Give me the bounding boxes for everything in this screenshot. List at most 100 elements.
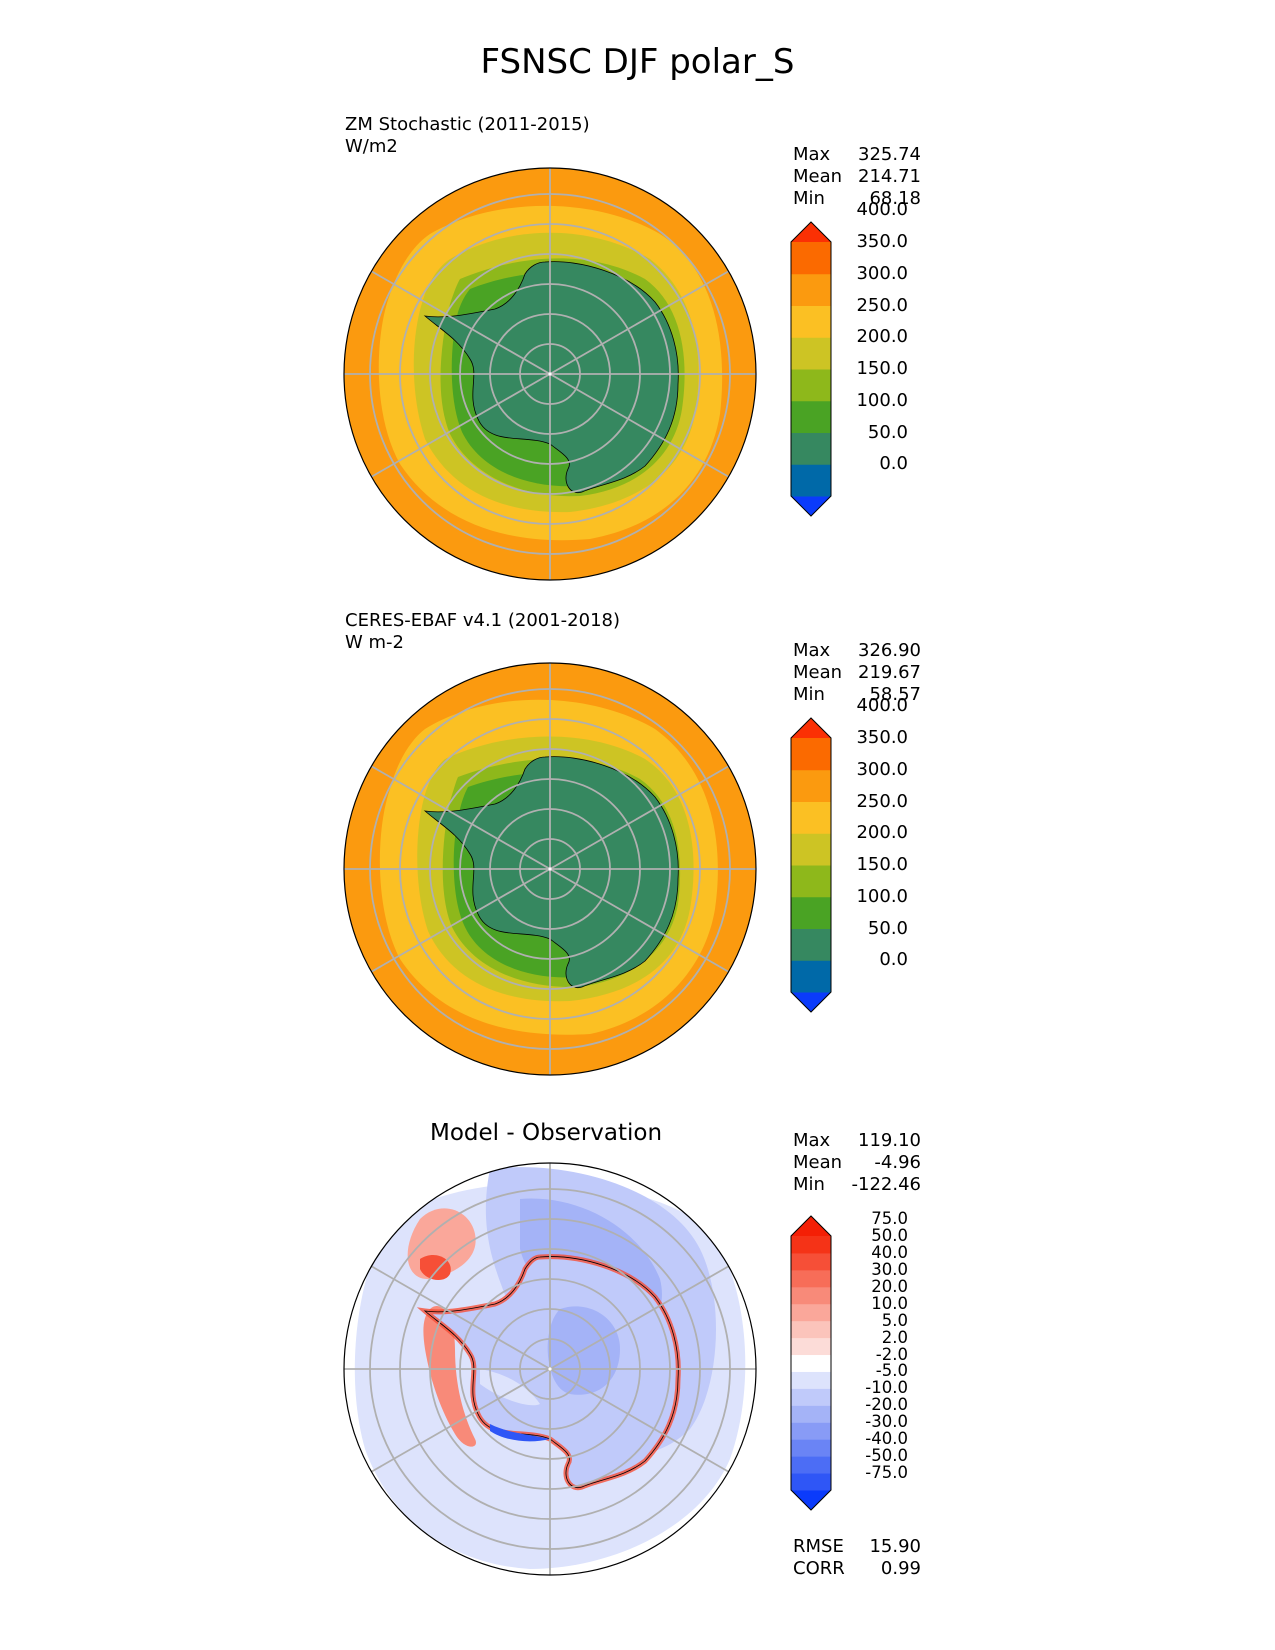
- colorbar-swatch: [791, 960, 831, 993]
- colorbar: 75.0 50.0 40.0 30.0 20.0 10.0 5.0 2.0 -2.0 -5.0 -1…: [790, 1209, 950, 1514]
- polar-map-difference: [343, 1162, 757, 1576]
- polar-map-model: [343, 167, 757, 581]
- colorbar-tick-label: 50.0: [871, 1226, 908, 1245]
- colorbar-tick-label: 10.0: [871, 1293, 908, 1313]
- colorbar-swatch: [791, 1269, 831, 1288]
- colorbar-swatch: [791, 273, 831, 306]
- stat-mean-value: 219.67: [858, 662, 921, 683]
- colorbar-tick-label: 75.0: [871, 1209, 908, 1229]
- panel-observation: CERES-EBAF v4.1 (2001-2018) W m-2 Max 326…: [0, 606, 1275, 1101]
- colorbar-swatch: [791, 1388, 831, 1406]
- colorbar-swatch: [791, 1286, 831, 1305]
- stat-mean-value: -4.96: [874, 1152, 921, 1173]
- colorbar-tick-label: 150.0: [856, 854, 908, 875]
- colorbar-tick-label: 150.0: [856, 358, 908, 379]
- colorbar-swatch: [791, 337, 831, 370]
- colorbar-swatch: [791, 769, 831, 802]
- colorbar-tick-label: 30.0: [871, 1259, 908, 1279]
- colorbar-tick-label: 350.0: [856, 727, 908, 748]
- colorbar-tick-label: 350.0: [856, 231, 908, 252]
- colorbar-tick-label: -20.0: [865, 1395, 908, 1415]
- colorbar-swatch: [791, 865, 831, 898]
- colorbar-tick-label: -2.0: [875, 1344, 908, 1364]
- colorbar-tick-label: -5.0: [875, 1361, 908, 1381]
- colorbar-tick-label: 2.0: [881, 1327, 908, 1347]
- colorbar-swatch: [791, 1422, 831, 1440]
- stat-min-value: -122.46: [851, 1174, 921, 1195]
- stat-max-label: Max: [793, 144, 831, 165]
- colorbar-tick-label: 5.0: [881, 1310, 908, 1330]
- stat-max-value: 326.90: [858, 640, 921, 661]
- colorbar-tick-label: 100.0: [856, 885, 908, 907]
- rmse-label: RMSE: [793, 1536, 844, 1557]
- panel-difference: Model - Observation Max 119.10 Mean -4.96 …: [0, 1120, 1275, 1620]
- colorbar-outline: [790, 1215, 832, 1511]
- corr-value: 0.99: [880, 1558, 921, 1579]
- colorbar-tick-label: -50.0: [865, 1446, 908, 1466]
- colorbar-swatch: [791, 242, 831, 275]
- colorbar-swatch: [791, 1405, 831, 1423]
- colorbar-tick-label: -40.0: [865, 1429, 908, 1449]
- colorbar-tick-label: 250.0: [856, 790, 908, 812]
- colorbar-tick-label: -75.0: [865, 1463, 908, 1483]
- polar-map-observation: [343, 662, 757, 1076]
- colorbar: 400.0 350.0 300.0 250.0 200.0 150.0 100.0 50.0 0…: [790, 695, 950, 1016]
- panel-title-line1: CERES-EBAF v4.1 (2001-2018): [345, 610, 621, 631]
- panel-model: ZM Stochastic (2011-2015) W/m2 Max 325.74…: [0, 110, 1275, 605]
- stats-box: Max 119.10 Mean -4.96 Min -122.46: [793, 1130, 921, 1196]
- colorbar-tick-label: -30.0: [865, 1412, 908, 1432]
- panel-title: ZM Stochastic (2011-2015) W/m2: [345, 114, 590, 158]
- stat-max-value: 119.10: [858, 1130, 921, 1151]
- stat-max-label: Max: [793, 1130, 831, 1151]
- colorbar-tick-label: -10.0: [865, 1378, 908, 1398]
- panel-title: Model - Observation: [430, 1120, 663, 1146]
- colorbar-tick-label: 20.0: [871, 1276, 908, 1296]
- colorbar-swatch: [791, 896, 831, 929]
- colorbar-extend-max: [791, 222, 831, 242]
- colorbar-extend-min: [791, 496, 831, 516]
- stat-mean-value: 214.71: [858, 166, 921, 187]
- colorbar-swatch: [791, 305, 831, 338]
- corr-label: CORR: [793, 1558, 845, 1579]
- stats-box: Max 326.90 Mean 219.67 Min 58.57: [793, 640, 921, 706]
- panel-title: CERES-EBAF v4.1 (2001-2018) W m-2: [345, 610, 620, 654]
- stats-box: Max 325.74 Mean 214.71 Min 68.18: [793, 144, 921, 210]
- colorbar-extend-min: [791, 992, 831, 1012]
- colorbar-tick-label: 50.0: [867, 917, 908, 939]
- colorbar-tick-label: 400.0: [856, 199, 908, 221]
- colorbar-swatch: [791, 400, 831, 433]
- stat-min-label: Min: [793, 684, 825, 705]
- colorbar-swatch: [791, 1371, 831, 1389]
- colorbar-tick-label: 300.0: [856, 262, 908, 284]
- colorbar-swatch: [791, 738, 831, 771]
- metrics-box: RMSE 15.90 CORR 0.99: [793, 1536, 921, 1580]
- colorbar-outline: [790, 717, 832, 1013]
- colorbar-extend-max: [791, 1216, 831, 1236]
- colorbar-swatch: [791, 1303, 831, 1322]
- colorbar-swatch: [791, 801, 831, 834]
- panel-title-line1: ZM Stochastic (2011-2015): [345, 114, 590, 135]
- colorbar-tick-label: 50.0: [867, 421, 908, 443]
- stat-min-label: Min: [793, 1174, 825, 1195]
- colorbar-swatch: [791, 1439, 831, 1457]
- stat-mean-label: Mean: [793, 1152, 843, 1173]
- colorbar-swatch: [791, 1354, 831, 1372]
- colorbar-swatch: [791, 833, 831, 866]
- colorbar-swatches: [790, 1215, 832, 1511]
- colorbar-swatch: [791, 1236, 831, 1254]
- colorbar-tick-label: 300.0: [856, 758, 908, 780]
- colorbar-swatches: [790, 717, 832, 1013]
- stat-mean-label: Mean: [793, 662, 843, 683]
- panel-units: W/m2: [345, 136, 398, 157]
- colorbar-swatch: [791, 432, 831, 465]
- colorbar-tick-label: 250.0: [856, 294, 908, 316]
- colorbar-swatch: [791, 369, 831, 402]
- stat-min-label: Min: [793, 188, 825, 209]
- stat-max-value: 325.74: [858, 144, 921, 165]
- rmse-value: 15.90: [869, 1536, 921, 1557]
- colorbar-swatch: [791, 928, 831, 961]
- stat-max-label: Max: [793, 640, 831, 661]
- colorbar: 400.0 350.0 300.0 250.0 200.0 150.0 100.0 50.0 0…: [790, 199, 950, 520]
- colorbar-extend-max: [791, 718, 831, 738]
- colorbar-tick-label: 400.0: [856, 695, 908, 717]
